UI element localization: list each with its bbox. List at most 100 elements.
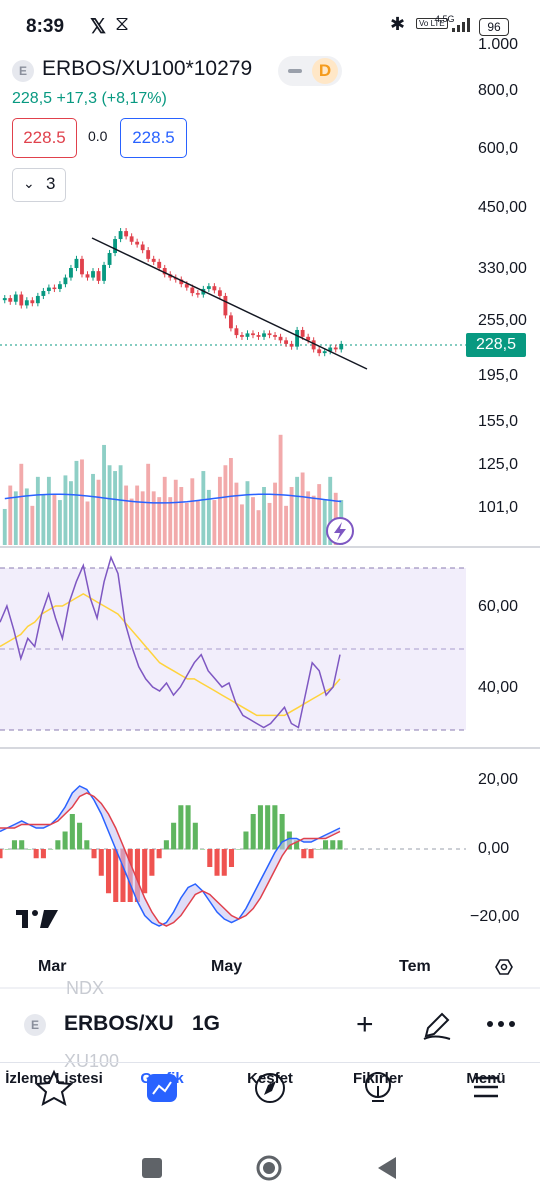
volume-bar bbox=[168, 497, 173, 545]
macd-histogram-bar bbox=[33, 849, 39, 859]
candle-body bbox=[278, 336, 283, 341]
x-app-icon: 𝕏 bbox=[90, 16, 107, 38]
macd-histogram-bar bbox=[323, 840, 329, 850]
volume-bar bbox=[179, 487, 184, 545]
nav-ideas[interactable]: Fikirler bbox=[324, 1066, 432, 1136]
price-axis-label: 330,00 bbox=[478, 260, 527, 277]
buy-button[interactable]: 228.5 bbox=[120, 118, 187, 158]
chart-area[interactable] bbox=[0, 0, 540, 990]
candle-body bbox=[251, 333, 255, 336]
lightbulb-icon bbox=[365, 1072, 391, 1102]
candle-body bbox=[80, 258, 84, 275]
nav-label: Keşfet bbox=[247, 1070, 293, 1087]
network-type: 4.5G bbox=[435, 14, 455, 24]
system-navigation bbox=[142, 1155, 396, 1181]
volume-bar bbox=[74, 460, 79, 545]
time-axis-label: May bbox=[211, 958, 243, 975]
back-button[interactable] bbox=[378, 1157, 396, 1179]
volume-bar bbox=[245, 481, 250, 545]
spread-value: 0.0 bbox=[88, 128, 108, 144]
candle-body bbox=[328, 347, 333, 352]
bottom-symbol[interactable]: ERBOS/XU bbox=[64, 1012, 174, 1035]
candle-body bbox=[179, 279, 184, 285]
macd-histogram-bar bbox=[11, 840, 17, 850]
drawing-tools-icon[interactable] bbox=[420, 1008, 454, 1042]
macd-histogram-bar bbox=[200, 849, 206, 850]
volume-bar bbox=[328, 476, 333, 545]
battery-icon: 96 bbox=[479, 18, 509, 36]
candle-body bbox=[24, 300, 29, 306]
recents-button[interactable] bbox=[142, 1158, 162, 1178]
candle-body bbox=[339, 343, 344, 350]
trendline-drawing[interactable] bbox=[91, 237, 368, 370]
volume-bar bbox=[295, 476, 300, 545]
status-bar: 8:39 𝕏 ⧖ ✱ Vo LTE 4.5G 96 bbox=[0, 0, 540, 50]
price-axis-label: 600,0 bbox=[478, 140, 519, 157]
macd-histogram-bar bbox=[98, 849, 104, 876]
volume-bar bbox=[91, 473, 95, 545]
volume-bar bbox=[96, 479, 101, 545]
tradingview-logo[interactable] bbox=[16, 910, 58, 928]
volume-bar bbox=[206, 489, 211, 545]
sell-button[interactable]: 228.5 bbox=[12, 118, 77, 158]
more-options-icon[interactable] bbox=[486, 1016, 518, 1032]
nav-label: İzleme Listesi bbox=[5, 1070, 103, 1087]
macd-histogram-bar bbox=[257, 805, 263, 850]
macd-histogram-bar bbox=[62, 831, 68, 850]
volume-bar bbox=[256, 510, 261, 545]
macd-histogram-bar bbox=[294, 840, 300, 850]
macd-histogram-bar bbox=[192, 822, 198, 850]
candle-body bbox=[245, 333, 250, 337]
candle-body bbox=[262, 333, 266, 337]
nav-watchlist[interactable]: İzleme Listesi bbox=[0, 1066, 108, 1136]
macd-axis-label: 20,00 bbox=[478, 771, 519, 788]
interval-selector[interactable]: 1G bbox=[192, 1012, 221, 1035]
nav-menu[interactable]: Menü bbox=[432, 1066, 540, 1136]
indicator-count: 3 bbox=[46, 174, 56, 193]
candle-body bbox=[124, 231, 129, 237]
candle-body bbox=[146, 250, 151, 259]
minus-icon bbox=[288, 69, 302, 73]
macd-histogram-bar bbox=[4, 849, 10, 850]
nav-chart[interactable]: Grafik bbox=[108, 1066, 216, 1136]
candle-body bbox=[13, 294, 18, 302]
rsi-axis-label: 60,00 bbox=[478, 598, 519, 615]
price-axis-label: 1.000 bbox=[478, 36, 519, 53]
candle-body bbox=[85, 274, 90, 278]
mode-pill[interactable]: D bbox=[278, 56, 342, 86]
chevron-down-icon: ⌄ bbox=[23, 175, 35, 191]
volume-bar bbox=[85, 501, 90, 545]
home-button[interactable] bbox=[256, 1155, 282, 1181]
indicators-toggle[interactable]: ⌄ 3 bbox=[12, 168, 66, 202]
candle-body bbox=[333, 347, 338, 350]
change-percent: (+8,17%) bbox=[101, 90, 167, 107]
price-axis-label: 255,00 bbox=[478, 312, 527, 329]
settings-icon[interactable] bbox=[495, 959, 513, 975]
volume-bar bbox=[190, 478, 195, 545]
candle-body bbox=[52, 287, 57, 290]
macd-axis-label: 0,00 bbox=[478, 840, 510, 857]
symbol-title[interactable]: ERBOS/XU100*10279 bbox=[42, 57, 253, 80]
volume-bar bbox=[223, 465, 228, 545]
bottom-symbol-badge: E bbox=[24, 1014, 46, 1036]
macd-histogram-bar bbox=[228, 849, 235, 867]
volume-bar bbox=[195, 500, 200, 545]
candle-body bbox=[228, 315, 233, 329]
add-icon[interactable]: + bbox=[356, 1008, 374, 1041]
macd-histogram-bar bbox=[48, 849, 54, 850]
candle-body bbox=[284, 340, 289, 344]
macd-histogram-bar bbox=[105, 849, 112, 894]
macd-histogram-bar bbox=[308, 849, 314, 859]
candle-body bbox=[91, 271, 95, 278]
candle-body bbox=[234, 328, 239, 336]
compass-icon bbox=[255, 1073, 285, 1103]
volume-bar bbox=[251, 497, 255, 545]
candle-body bbox=[289, 343, 294, 347]
candle-body bbox=[63, 277, 68, 285]
macd-signal-line bbox=[0, 792, 341, 927]
candle-body bbox=[96, 271, 101, 281]
macd-histogram-bar bbox=[178, 805, 184, 850]
volume-bar bbox=[113, 471, 118, 545]
candle-body bbox=[19, 294, 24, 306]
nav-explore[interactable]: Keşfet bbox=[216, 1066, 324, 1136]
